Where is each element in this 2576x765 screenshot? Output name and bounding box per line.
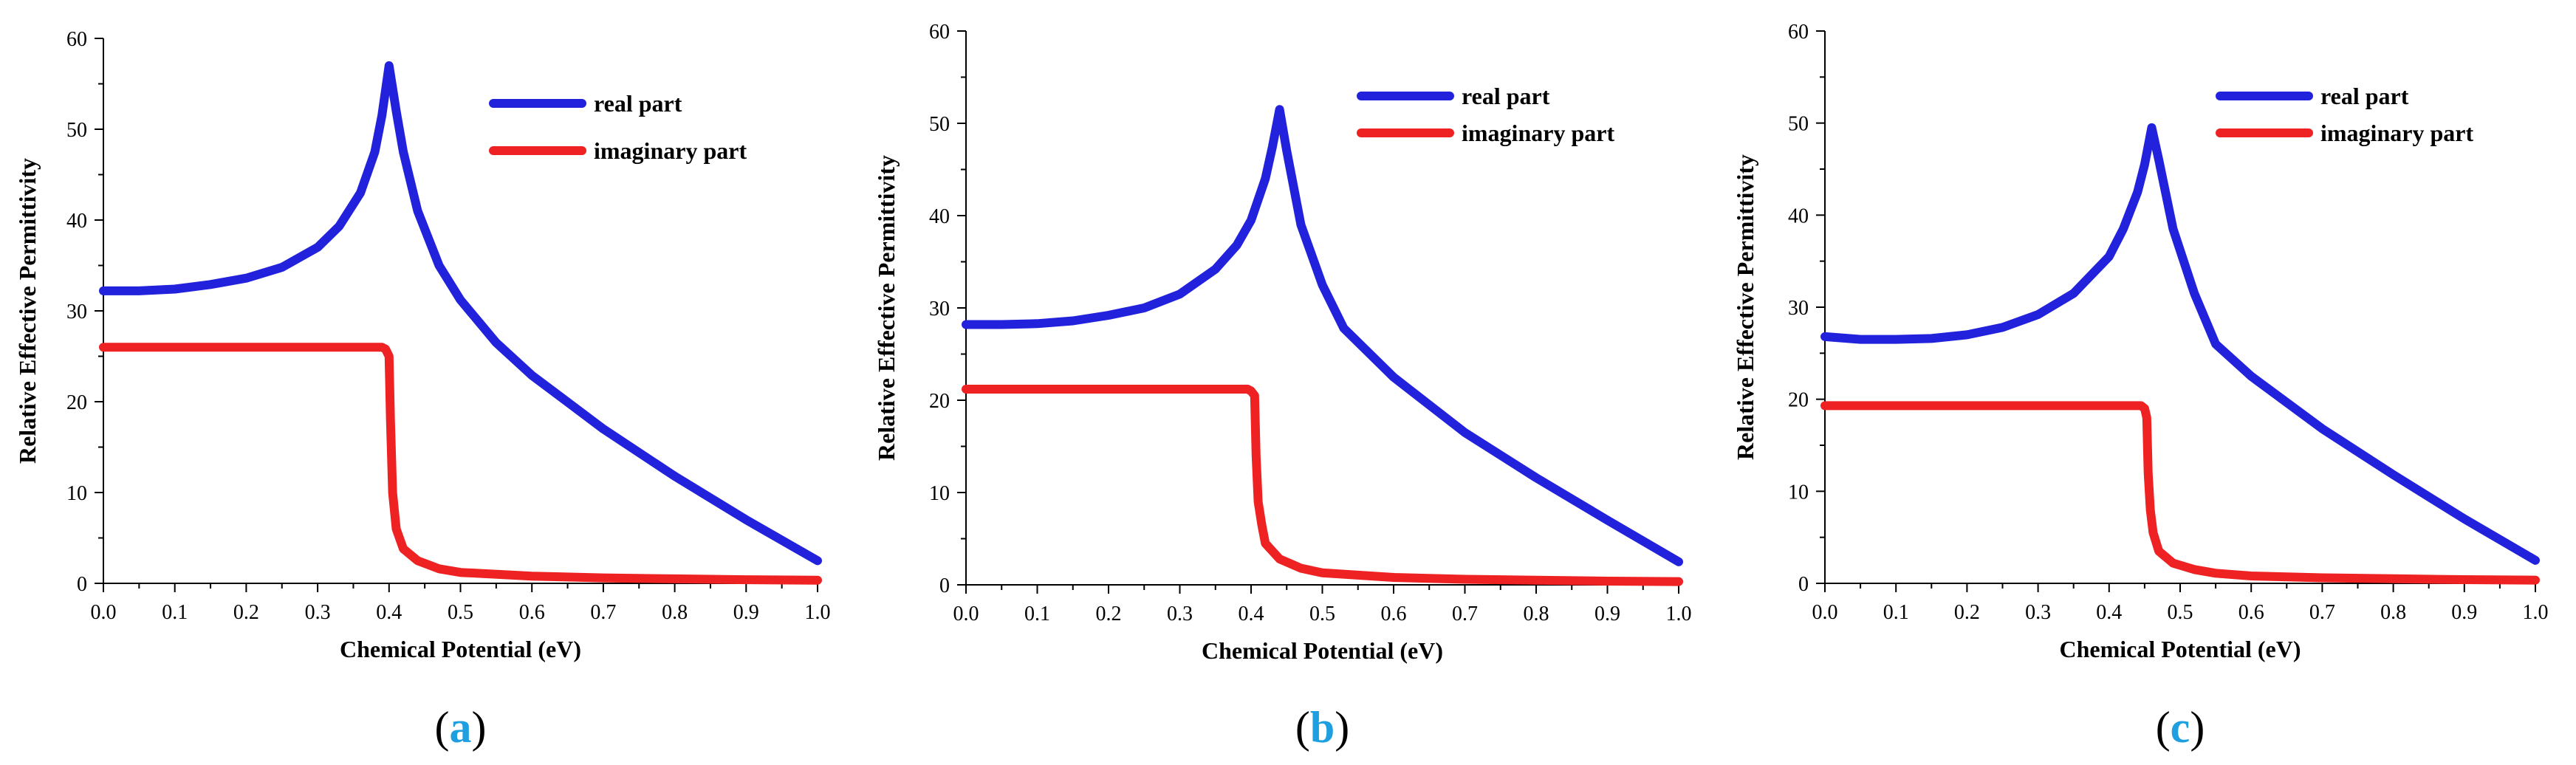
x-tick-label: 0.3 <box>1167 603 1193 625</box>
y-tick-label: 40 <box>66 210 87 233</box>
legend-label: real part <box>2320 83 2409 109</box>
x-tick-label: 0.8 <box>662 601 688 624</box>
y-tick-label: 30 <box>929 298 950 320</box>
y-tick-label: 60 <box>1788 21 1809 44</box>
x-tick-label: 0.6 <box>1381 603 1407 625</box>
x-tick-label: 0.9 <box>1594 603 1620 625</box>
x-axis-title: Chemical Potential (eV) <box>340 636 581 662</box>
y-tick-label: 0 <box>1798 573 1809 596</box>
panel-label-open-paren: ( <box>2156 703 2171 752</box>
panel-label-letter: a <box>450 703 472 752</box>
x-tick-label: 0.7 <box>1452 603 1478 625</box>
x-tick-label: 0.1 <box>1883 601 1909 624</box>
chart-panel-a: 0.0 0.1 0.2 0.3 0.4 0.5 0.6 0.7 0.8 0.9 1.0 0 10 20 30… <box>14 28 831 752</box>
y-tick-label: 50 <box>929 113 950 136</box>
panel-label-letter: b <box>1310 703 1335 752</box>
x-tick-label: 1.0 <box>2523 601 2549 624</box>
series-line-imaginary-part <box>99 343 822 585</box>
x-tick-label: 0.9 <box>2451 601 2477 624</box>
series-line-real-part <box>962 105 1683 566</box>
y-tick-label: 30 <box>66 301 87 323</box>
y-tick-label: 0 <box>939 574 950 597</box>
y-tick-label: 20 <box>66 391 87 414</box>
y-axis-title: Relative Effective Permittivity <box>1732 154 1758 460</box>
x-axis-title: Chemical Potential (eV) <box>2059 636 2301 662</box>
x-tick-label: 0.0 <box>953 603 979 625</box>
panel-label: (a) <box>435 703 487 752</box>
chart-panel-b: 0.0 0.1 0.2 0.3 0.4 0.5 0.6 0.7 0.8 0.9 1.0 0 10 20 30… <box>873 21 1692 752</box>
x-tick-label: 0.4 <box>1239 603 1264 625</box>
x-tick-label: 0.1 <box>162 601 188 624</box>
panel-label: (c) <box>2156 703 2205 752</box>
x-tick-label: 0.4 <box>2096 601 2122 624</box>
x-tick-label: 0.5 <box>2168 601 2193 624</box>
x-tick-label: 0.4 <box>376 601 402 624</box>
series-line-real-part <box>1820 123 2540 565</box>
x-tick-label: 0.0 <box>91 601 117 624</box>
x-tick-label: 0.3 <box>2025 601 2051 624</box>
chart-panel-c: 0.0 0.1 0.2 0.3 0.4 0.5 0.6 0.7 0.8 0.9 1.0 0 10 20 30… <box>1732 21 2549 752</box>
x-tick-label: 0.5 <box>448 601 473 624</box>
x-tick-label: 0.8 <box>2380 601 2406 624</box>
y-tick-label: 60 <box>66 28 87 51</box>
panel-label-close-paren: ) <box>2190 703 2205 752</box>
x-tick-label: 1.0 <box>805 601 831 624</box>
legend-label: imaginary part <box>1462 120 1614 146</box>
x-tick-label: 0.0 <box>1812 601 1838 624</box>
y-tick-label: 40 <box>1788 205 1809 227</box>
series-line-imaginary-part <box>1820 401 2540 585</box>
series-line-imaginary-part <box>962 385 1683 586</box>
panel-label: (b) <box>1295 703 1349 752</box>
x-axis-title: Chemical Potential (eV) <box>1202 637 1443 664</box>
y-tick-label: 10 <box>66 482 87 505</box>
panel-label-close-paren: ) <box>1335 703 1349 752</box>
y-tick-label: 10 <box>929 482 950 505</box>
legend-label: imaginary part <box>594 137 747 164</box>
x-tick-label: 0.2 <box>233 601 259 624</box>
x-tick-label: 0.7 <box>590 601 616 624</box>
x-tick-label: 0.5 <box>1309 603 1335 625</box>
x-tick-label: 0.6 <box>2238 601 2264 624</box>
series-line-real-part <box>99 61 822 566</box>
x-tick-label: 0.2 <box>1954 601 1980 624</box>
y-axis-title: Relative Effective Permittivity <box>14 158 41 464</box>
y-tick-label: 50 <box>66 119 87 142</box>
legend-label: real part <box>1462 83 1550 109</box>
y-tick-label: 30 <box>1788 297 1809 320</box>
x-tick-label: 0.2 <box>1096 603 1122 625</box>
panel-label-open-paren: ( <box>435 703 450 752</box>
y-tick-label: 20 <box>929 390 950 413</box>
y-tick-label: 20 <box>1788 389 1809 412</box>
y-tick-label: 60 <box>929 21 950 44</box>
legend-label: imaginary part <box>2320 120 2473 146</box>
panel-label-open-paren: ( <box>1295 703 1310 752</box>
y-tick-label: 40 <box>929 205 950 228</box>
panel-label-letter: c <box>2171 703 2190 752</box>
x-tick-label: 0.7 <box>2309 601 2335 624</box>
x-tick-label: 1.0 <box>1666 603 1692 625</box>
x-tick-label: 0.1 <box>1024 603 1050 625</box>
x-tick-label: 0.9 <box>733 601 759 624</box>
y-tick-label: 10 <box>1788 481 1809 504</box>
x-tick-label: 0.3 <box>305 601 331 624</box>
y-tick-label: 0 <box>77 573 87 596</box>
legend-label: real part <box>594 90 682 117</box>
panel-label-close-paren: ) <box>472 703 487 752</box>
y-tick-label: 50 <box>1788 113 1809 136</box>
x-tick-label: 0.8 <box>1524 603 1549 625</box>
y-axis-title: Relative Effective Permittivity <box>873 155 900 461</box>
x-tick-label: 0.6 <box>519 601 545 624</box>
